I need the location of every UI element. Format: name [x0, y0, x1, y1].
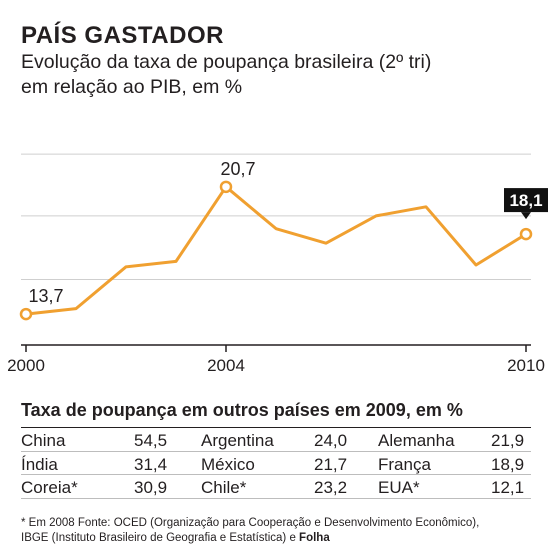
country-name: México	[201, 454, 255, 474]
subtitle-line-2: em relação ao PIB, em %	[21, 76, 243, 98]
country-name: China	[21, 431, 66, 450]
table-row: Coreia* 30,9 Chile* 23,2 EUA* 12,1	[21, 475, 531, 499]
country-value: 23,2	[314, 478, 348, 497]
x-tick-label: 2010	[507, 356, 545, 375]
footnote-folha: Folha	[299, 532, 330, 544]
data-label: 20,7	[220, 159, 255, 179]
country-name: EUA*	[378, 478, 420, 497]
data-point-marker	[519, 227, 533, 241]
data-label: 18,1	[509, 191, 542, 210]
country-value: 24,0	[314, 431, 348, 450]
value-callout-box	[504, 188, 548, 213]
country-name: Alemanha	[378, 431, 455, 450]
subtitle-line-1: Evolução da taxa de poupança brasileira …	[21, 51, 432, 73]
chart-subtitle: Evolução da taxa de poupança brasileira …	[21, 50, 521, 100]
series-line	[25, 185, 527, 316]
country-value: 21,7	[314, 454, 348, 474]
country-name: Coreia*	[21, 478, 78, 497]
countries-table: China 54,5 Argentina 24,0 Alemanha 21,9 …	[21, 427, 531, 499]
country-name: Argentina	[201, 431, 274, 450]
footnote: * Em 2008 Fonte: OCED (Organização para …	[21, 516, 541, 546]
country-value: 30,9	[134, 478, 168, 497]
country-value: 31,4	[134, 454, 168, 474]
table-title: Taxa de poupança em outros países em 200…	[21, 400, 463, 420]
country-name: França	[378, 454, 431, 474]
table-row: Índia 31,4 México 21,7 França 18,9	[21, 452, 531, 475]
country-value: 12,1	[491, 478, 525, 497]
country-value: 54,5	[134, 431, 168, 450]
footnote-line-2: IBGE (Instituto Brasileiro de Geografia …	[21, 532, 300, 544]
value-callout-pointer	[521, 212, 531, 220]
table-row: China 54,5 Argentina 24,0 Alemanha 21,9	[21, 428, 531, 452]
country-name: Índia	[21, 454, 58, 474]
data-label: 13,7	[28, 286, 63, 306]
country-name: Chile*	[201, 478, 247, 497]
footnote-line-1: * Em 2008 Fonte: OCED (Organização para …	[21, 517, 480, 529]
country-value: 18,9	[491, 454, 525, 474]
top-divider	[0, 0, 550, 3]
chart-title: PAÍS GASTADOR	[21, 22, 224, 49]
x-tick-label: 2004	[207, 356, 245, 375]
savings-line-chart: 2000 2004 2010 13,7 20,7 18,1	[7, 153, 548, 375]
data-point-marker	[19, 307, 33, 321]
x-tick-label: 2000	[7, 356, 45, 375]
data-point-marker	[219, 180, 233, 194]
country-value: 21,9	[491, 431, 525, 450]
